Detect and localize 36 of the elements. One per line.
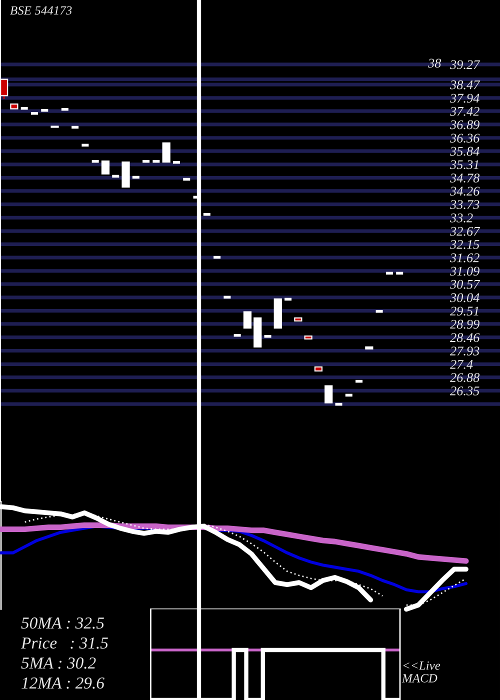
y-tick-label: 33.2 [450,214,473,222]
y-tick-label: 29.51 [450,306,478,316]
candlestick [162,142,170,163]
y-tick-label: 33.73 [450,200,480,210]
y-tick-label: 34.78 [450,174,480,183]
y-tick-label: 35.84 [450,146,480,156]
y-tick-label: 30.57 [450,280,480,289]
text: 50MA : 32.5 [21,617,104,629]
text: Price : 31.5 [20,637,108,649]
candlestick [243,311,252,329]
y-tick-label: 28.99 [450,320,480,329]
y-tick-label: 28.46 [450,333,480,342]
candlestick [324,385,333,404]
candlestick [101,160,110,175]
y-tick-label: 26.88 [450,373,480,382]
y-tick-label: 35.31 [450,160,478,170]
y-tick-label: 39.27 [450,60,480,70]
chart-title: BSE 544173 [10,6,72,15]
y-tick-label: 31.62 [450,253,480,262]
y-tick-label: 32.67 [450,226,480,236]
y-tick-label: 26.35 [450,386,480,396]
text: <<Live MACD [402,661,440,682]
y-tick-label: 30.04 [450,293,480,302]
y-tick-label: 36.36 [450,134,480,143]
y-tick-label: 36.89 [450,120,480,130]
y-tick-label: 37.94 [450,94,480,103]
text: 5MA : 30.2 [21,657,96,669]
y-tick-label: 38.47 [450,80,480,90]
y-tick-label: 31.09 [450,266,480,276]
text: 12MA : 29.6 [22,677,104,689]
y-tick-label: 34.26 [450,186,480,196]
y-tick-label: 27.93 [450,346,480,356]
text: 38 [428,58,442,68]
y-tick-label: 32.15 [450,240,480,249]
y-tick-label: 27.4 [450,360,473,369]
y-tick-label: 37.42 [450,106,480,116]
